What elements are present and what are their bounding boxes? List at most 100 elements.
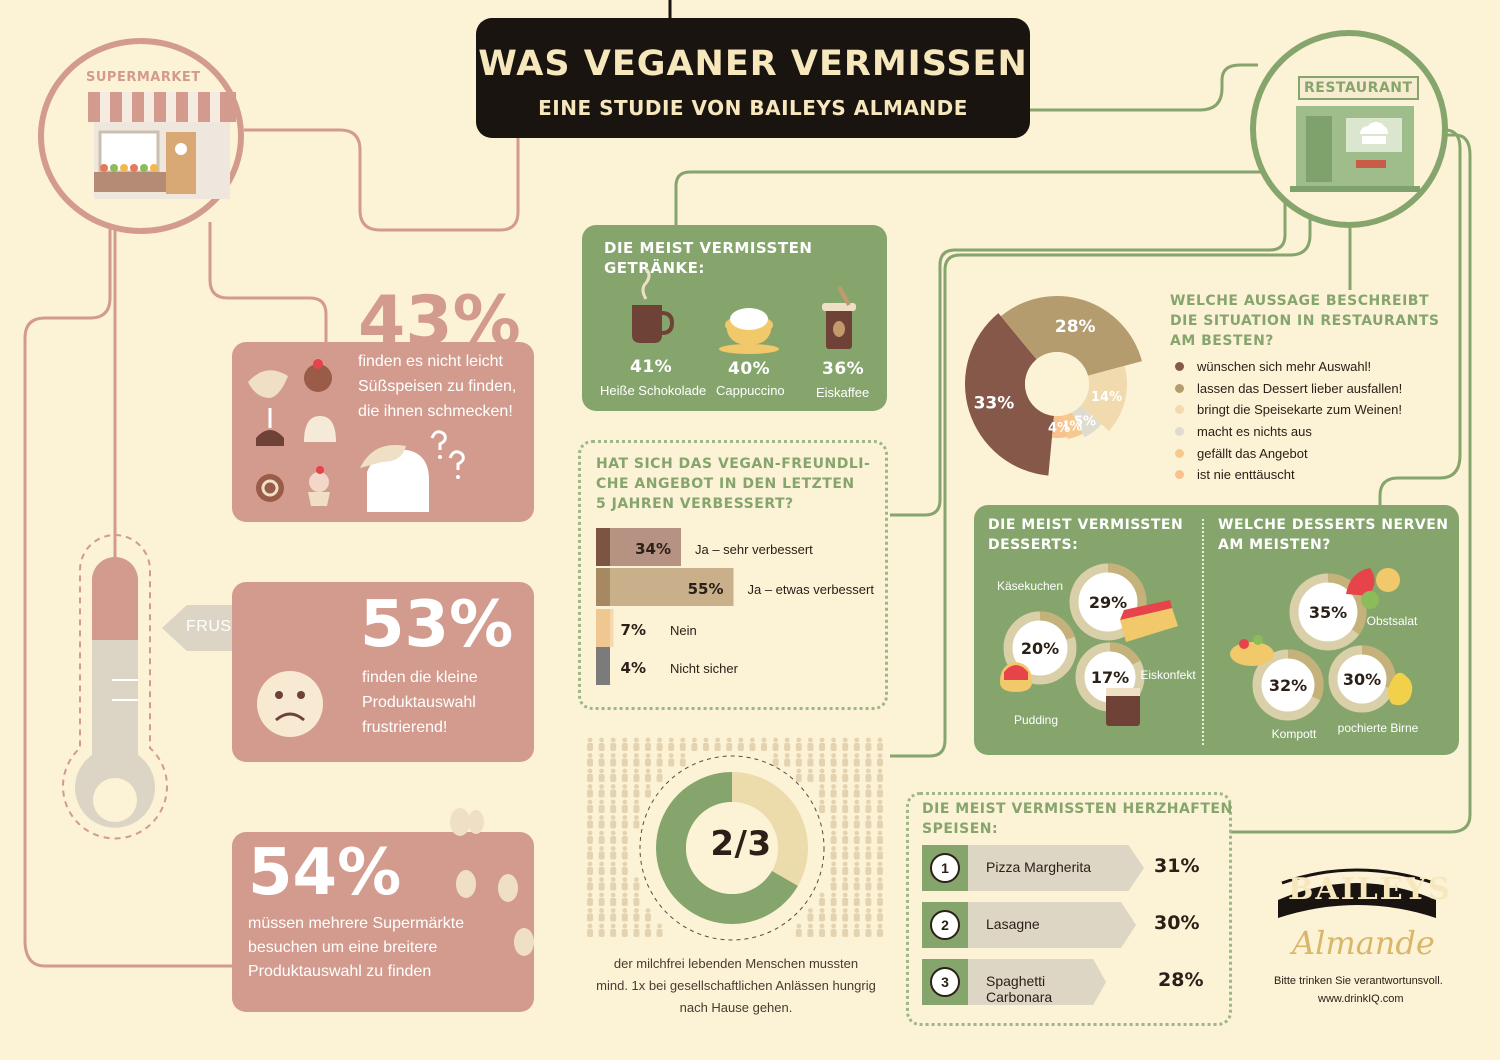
person-icon: [634, 799, 639, 805]
legend-dot: [1175, 427, 1184, 437]
person-icon: [645, 768, 651, 774]
savory-item: 3 Spaghetti Carbonara: [922, 959, 1106, 1005]
supermarket-circle: SUPERMARKET: [38, 38, 244, 234]
person-icon: [819, 753, 825, 758]
person-icon: [599, 923, 604, 929]
person-body: [877, 774, 883, 782]
improve-panel: [578, 440, 888, 710]
person-body: [598, 743, 605, 751]
desserts-card: DIE MEIST VERMISSTEN DESSERTS: WELCHE DE…: [974, 505, 1459, 755]
dessert-ring-pct: 20%: [1021, 639, 1059, 658]
savory-heading-1: DIE MEIST VERMISSTEN HERZHAFTEN: [922, 801, 1233, 817]
person-icon: [599, 815, 604, 820]
stat-53-card: 53% finden die kleine Produktauswahl fru…: [232, 582, 534, 762]
person-icon: [866, 861, 871, 867]
person-body: [865, 789, 872, 798]
person-body: [714, 743, 721, 751]
person-icon: [773, 753, 778, 758]
legend-label: macht es nichts aus: [1197, 424, 1312, 440]
person-body: [830, 851, 837, 860]
person-body: [853, 898, 860, 906]
two-thirds-hole: [686, 802, 778, 894]
brand-note: Bitte trinken Sie verantwortunsvoll.: [1274, 975, 1443, 987]
person-icon: [599, 861, 604, 867]
person-body: [819, 898, 825, 906]
person-icon: [634, 923, 639, 929]
person-icon: [587, 753, 593, 758]
person-icon: [634, 815, 639, 820]
person-body: [865, 898, 872, 906]
person-icon: [842, 737, 848, 743]
person-icon: [657, 737, 662, 743]
person-icon: [877, 768, 883, 774]
improve-bar-label: Nein: [670, 623, 697, 638]
person-icon: [784, 753, 790, 758]
person-icon: [587, 846, 593, 851]
legend-item: wünschen sich mehr Auswahl!: [1175, 356, 1475, 378]
dessert-ring-value: [1252, 649, 1324, 721]
person-body: [784, 758, 791, 767]
person-icon: [645, 737, 651, 743]
person-body: [610, 882, 617, 891]
person-body: [877, 820, 883, 829]
person-icon: [842, 892, 848, 898]
person-body: [865, 929, 872, 937]
person-body: [830, 820, 837, 829]
person-icon: [854, 830, 860, 836]
person-icon: [842, 753, 848, 758]
person-icon: [692, 737, 697, 743]
person-icon: [622, 768, 628, 774]
person-body: [621, 929, 628, 937]
person-body: [865, 836, 872, 844]
person-icon: [599, 799, 604, 805]
person-body: [587, 836, 593, 844]
person-icon: [622, 799, 628, 805]
person-icon: [842, 923, 848, 929]
person-body: [795, 774, 802, 782]
person-icon: [634, 877, 639, 882]
person-body: [877, 743, 883, 751]
restaurant-donut-label: 4%: [1048, 421, 1070, 436]
person-icon: [680, 753, 686, 758]
person-icon: [622, 815, 628, 820]
person-body: [784, 743, 791, 751]
person-body: [610, 758, 617, 767]
person-icon: [831, 830, 836, 836]
person-icon: [842, 861, 848, 867]
person-icon: [587, 815, 593, 820]
person-icon: [877, 799, 883, 805]
person-body: [633, 820, 640, 829]
person-body: [830, 867, 837, 875]
savory-label: Spaghetti Carbonara: [986, 973, 1053, 1005]
person-icon: [610, 846, 616, 851]
restaurant-donut-hole: [1025, 352, 1089, 416]
person-body: [610, 789, 617, 798]
person-icon: [610, 877, 616, 882]
person-body: [830, 836, 837, 844]
person-body: [633, 882, 640, 891]
restaurant-donut-label: 33%: [974, 393, 1015, 413]
restaurant-donut-label: 14%: [1091, 390, 1122, 405]
person-body: [633, 774, 640, 782]
desserts-heading-2: DESSERTS:: [988, 537, 1079, 553]
person-icon: [726, 737, 732, 743]
dessert-ring-pct: 17%: [1091, 668, 1129, 687]
person-body: [749, 743, 756, 751]
person-icon: [784, 737, 790, 743]
person-body: [807, 913, 814, 922]
drink-2-label: Cappuccino: [716, 383, 785, 398]
person-icon: [715, 737, 720, 743]
person-body: [679, 758, 686, 767]
person-icon: [819, 737, 825, 743]
person-icon: [587, 784, 593, 789]
stat-43-line2: Süßspeisen zu finden,: [358, 378, 517, 395]
person-body: [795, 743, 802, 751]
person-icon: [877, 877, 883, 882]
savory-rank: 3: [930, 967, 960, 997]
person-icon: [680, 737, 686, 743]
person-body: [587, 882, 593, 891]
improve-bar-value: 55%: [688, 580, 724, 598]
person-icon: [587, 877, 593, 882]
person-body: [610, 820, 617, 829]
